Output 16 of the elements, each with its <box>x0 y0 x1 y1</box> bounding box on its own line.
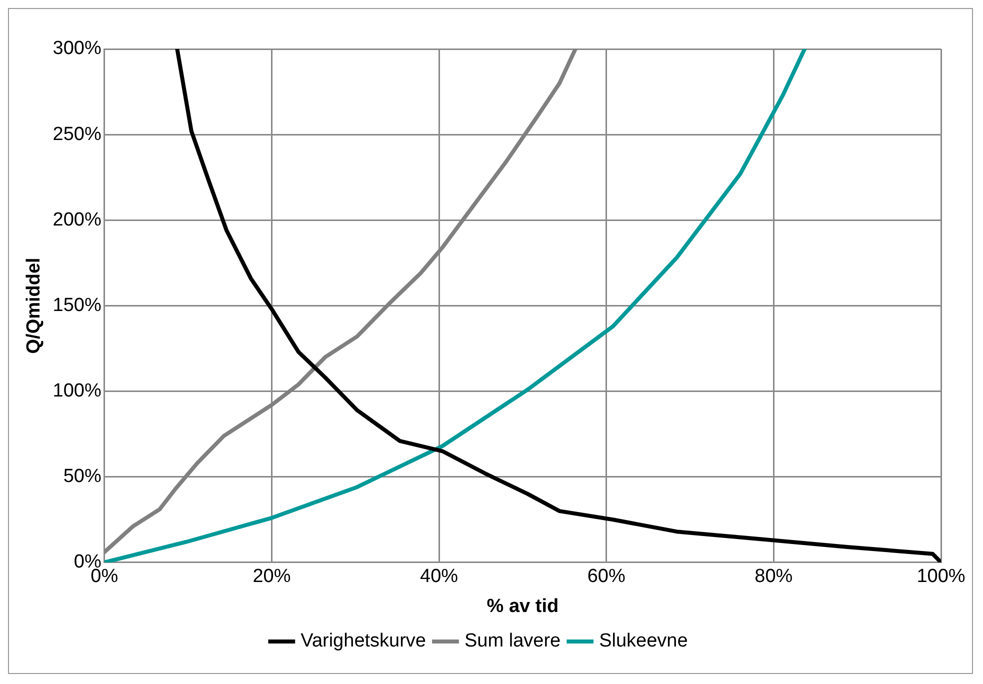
x-tick-label: 40% <box>420 566 458 588</box>
legend-label: Sum lavere <box>464 630 561 652</box>
x-tick-label: 60% <box>587 566 626 588</box>
y-tick-label: 100% <box>52 380 102 402</box>
legend-label: Varighetskurve <box>300 630 426 652</box>
y-tick-label: 200% <box>52 209 102 230</box>
y-tick-label: 150% <box>52 294 102 316</box>
legend-label: Slukeevne <box>599 630 688 652</box>
y-tick-label: 250% <box>52 124 102 145</box>
y-axis-title: Q/Qmiddel <box>24 258 45 354</box>
x-tick-label: 100% <box>916 566 966 588</box>
x-axis-title: % av tid <box>486 596 559 617</box>
y-tick-label: 300% <box>52 38 102 60</box>
x-tick-label: 20% <box>252 566 291 588</box>
x-tick-label: 80% <box>754 566 793 588</box>
y-tick-label: 50% <box>63 466 102 488</box>
